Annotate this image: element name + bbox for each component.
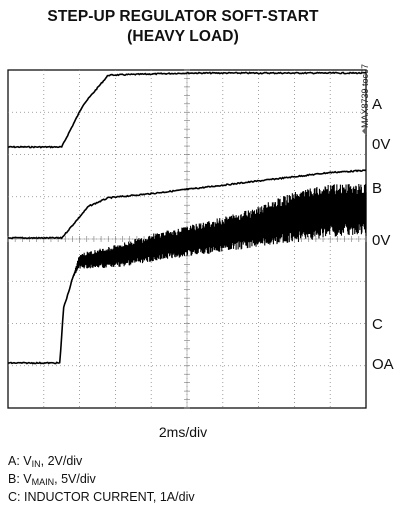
chart-subtitle: (HEAVY LOAD) <box>127 28 239 45</box>
channel-c-ground-label: OA <box>372 356 394 373</box>
channel-c-label: C <box>372 316 383 333</box>
trace-b <box>7 169 367 240</box>
x-axis-label: 2ms/div <box>158 424 208 440</box>
doc-id: MAX8739 toc07 <box>360 63 370 128</box>
oscilloscope-plot <box>7 69 367 409</box>
trace-c-ripple <box>72 183 367 278</box>
trace-a <box>7 71 367 149</box>
channel-b-ground-label: 0V <box>372 232 391 249</box>
legend-entry-c: C: INDUCTOR CURRENT, 1A/div <box>8 490 195 504</box>
legend-entry-b: B: VMAIN, 5V/div <box>8 472 96 487</box>
chart-title: STEP-UP REGULATOR SOFT-START <box>47 8 319 25</box>
legend-entry-a: A: VIN, 2V/div <box>8 454 83 469</box>
channel-a-label: A <box>372 96 383 113</box>
trigger-marker-icon <box>362 126 367 136</box>
channel-a-ground-label: 0V <box>372 136 391 153</box>
channel-b-label: B <box>372 180 383 197</box>
